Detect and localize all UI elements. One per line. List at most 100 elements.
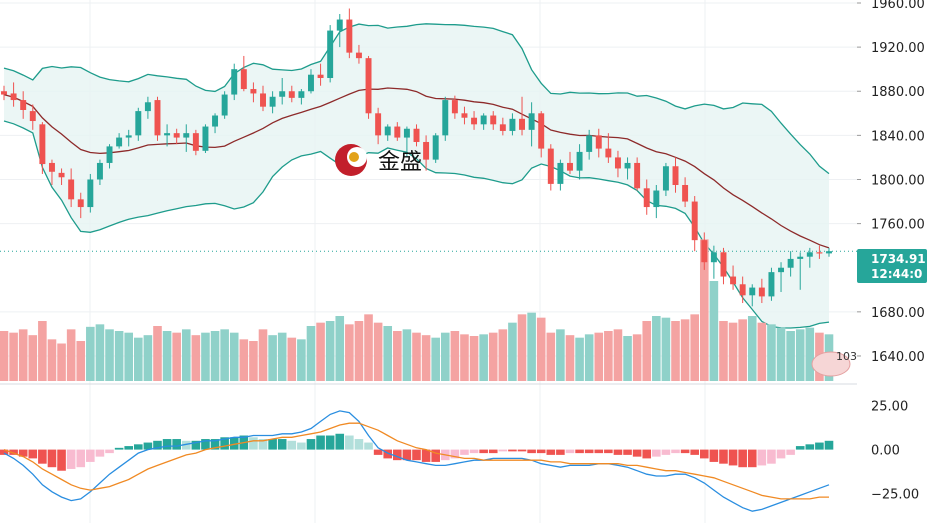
- candle: [250, 82, 257, 103]
- volume-bar: [28, 335, 38, 381]
- candle-body: [413, 128, 420, 142]
- volume-bar: [431, 337, 440, 381]
- candle-body: [806, 252, 813, 257]
- volume-bar: [604, 331, 613, 381]
- candle: [240, 55, 247, 92]
- macd-histogram-bar: [565, 449, 575, 454]
- volume-bar: [335, 316, 345, 381]
- volume-bar: [277, 332, 287, 381]
- candle-body: [547, 148, 554, 184]
- candle: [144, 96, 151, 119]
- volume-bar: [479, 334, 488, 381]
- macd-histogram-bar: [66, 449, 76, 469]
- macd-histogram-bar: [805, 444, 815, 450]
- macd-histogram-bar: [642, 449, 652, 459]
- macd-histogram-bar: [134, 444, 143, 450]
- candle-body: [787, 258, 794, 268]
- candle-body: [365, 58, 372, 114]
- macd-histogram-bar: [738, 449, 747, 468]
- macd-histogram-bar: [613, 449, 623, 455]
- macd-histogram-bar: [661, 449, 671, 455]
- volume-bar: [517, 314, 527, 381]
- candle-body: [432, 135, 439, 160]
- candle-body: [250, 89, 257, 94]
- macd-histogram-bar: [412, 449, 421, 461]
- candle: [413, 124, 420, 147]
- candle-body: [614, 157, 621, 169]
- volume-bar: [469, 336, 479, 381]
- price-tick-label: 1800.00: [871, 173, 925, 188]
- volume-bar: [249, 341, 258, 381]
- volume-bar: [795, 329, 805, 381]
- jinsheng-logo: 金盛: [335, 144, 422, 176]
- volume-bar: [690, 314, 699, 381]
- macd-histogram-bar: [719, 449, 728, 464]
- candle: [701, 232, 708, 270]
- candle-body: [442, 100, 449, 136]
- candle: [797, 252, 804, 290]
- candle: [336, 14, 343, 48]
- candle-body: [471, 117, 478, 125]
- candle-body: [212, 115, 219, 127]
- volume-bar: [776, 327, 786, 381]
- macd-histogram-bar: [210, 439, 220, 450]
- volume-bar: [632, 334, 642, 381]
- macd-histogram-bar: [536, 449, 546, 454]
- candle-body: [538, 113, 545, 149]
- candle: [20, 91, 27, 119]
- candle-body: [1, 91, 7, 95]
- macd-histogram-bar: [546, 449, 556, 455]
- candle: [442, 96, 449, 141]
- candle: [87, 173, 94, 213]
- macd-tick-label: −25.00: [871, 488, 919, 503]
- macd-histogram-bar: [517, 449, 527, 452]
- candle: [710, 245, 717, 279]
- candle-body: [682, 185, 689, 202]
- volume-bar: [268, 335, 277, 381]
- volume-bars: [0, 239, 834, 381]
- middle-band-line: [3, 87, 830, 249]
- candle: [39, 122, 46, 174]
- candle: [106, 144, 113, 169]
- volume-bar: [527, 312, 536, 381]
- volume-bar: [18, 329, 28, 381]
- candle-body: [116, 137, 123, 147]
- macd-histogram-bar: [306, 439, 316, 450]
- macd-line: [3, 410, 830, 512]
- macd-histogram-bar: [786, 449, 795, 455]
- volume-bar: [239, 339, 249, 381]
- candle-body: [758, 287, 765, 297]
- current-price-tag: 1734.91 12:44:0: [857, 249, 927, 283]
- logo-dot-icon: [349, 152, 359, 162]
- current-price-label: 1734.91: [871, 252, 926, 266]
- candle: [643, 179, 650, 215]
- candle: [355, 44, 362, 64]
- macd-histogram-bar: [498, 449, 508, 452]
- volume-bar: [345, 324, 354, 381]
- macd-histogram-bar: [757, 449, 767, 466]
- volume-badge-icon: [811, 351, 851, 377]
- candle-body: [461, 113, 468, 118]
- volume-bar: [172, 332, 181, 381]
- candle: [135, 107, 142, 141]
- volume-bar: [229, 332, 239, 381]
- volume-bar: [623, 336, 632, 381]
- volume-bar: [134, 337, 143, 381]
- macd-histogram-bar: [268, 439, 277, 450]
- candle: [519, 96, 525, 136]
- candle-body: [739, 284, 746, 296]
- volume-bar: [421, 335, 431, 381]
- macd-histogram-bar: [86, 449, 95, 462]
- volume-bar: [76, 341, 86, 381]
- candle-body: [768, 272, 775, 297]
- macd-histogram-bar: [181, 440, 191, 450]
- bollinger-bands: [0, 23, 857, 329]
- countdown-label: 12:44:0: [871, 267, 922, 281]
- logo-text: 金盛: [378, 150, 422, 175]
- candle: [298, 89, 305, 105]
- candle: [212, 113, 219, 134]
- volume-bar: [9, 332, 18, 381]
- price-tick-label: 1680.00: [871, 306, 925, 321]
- macd-histogram-bar: [249, 437, 258, 450]
- candle: [538, 111, 545, 158]
